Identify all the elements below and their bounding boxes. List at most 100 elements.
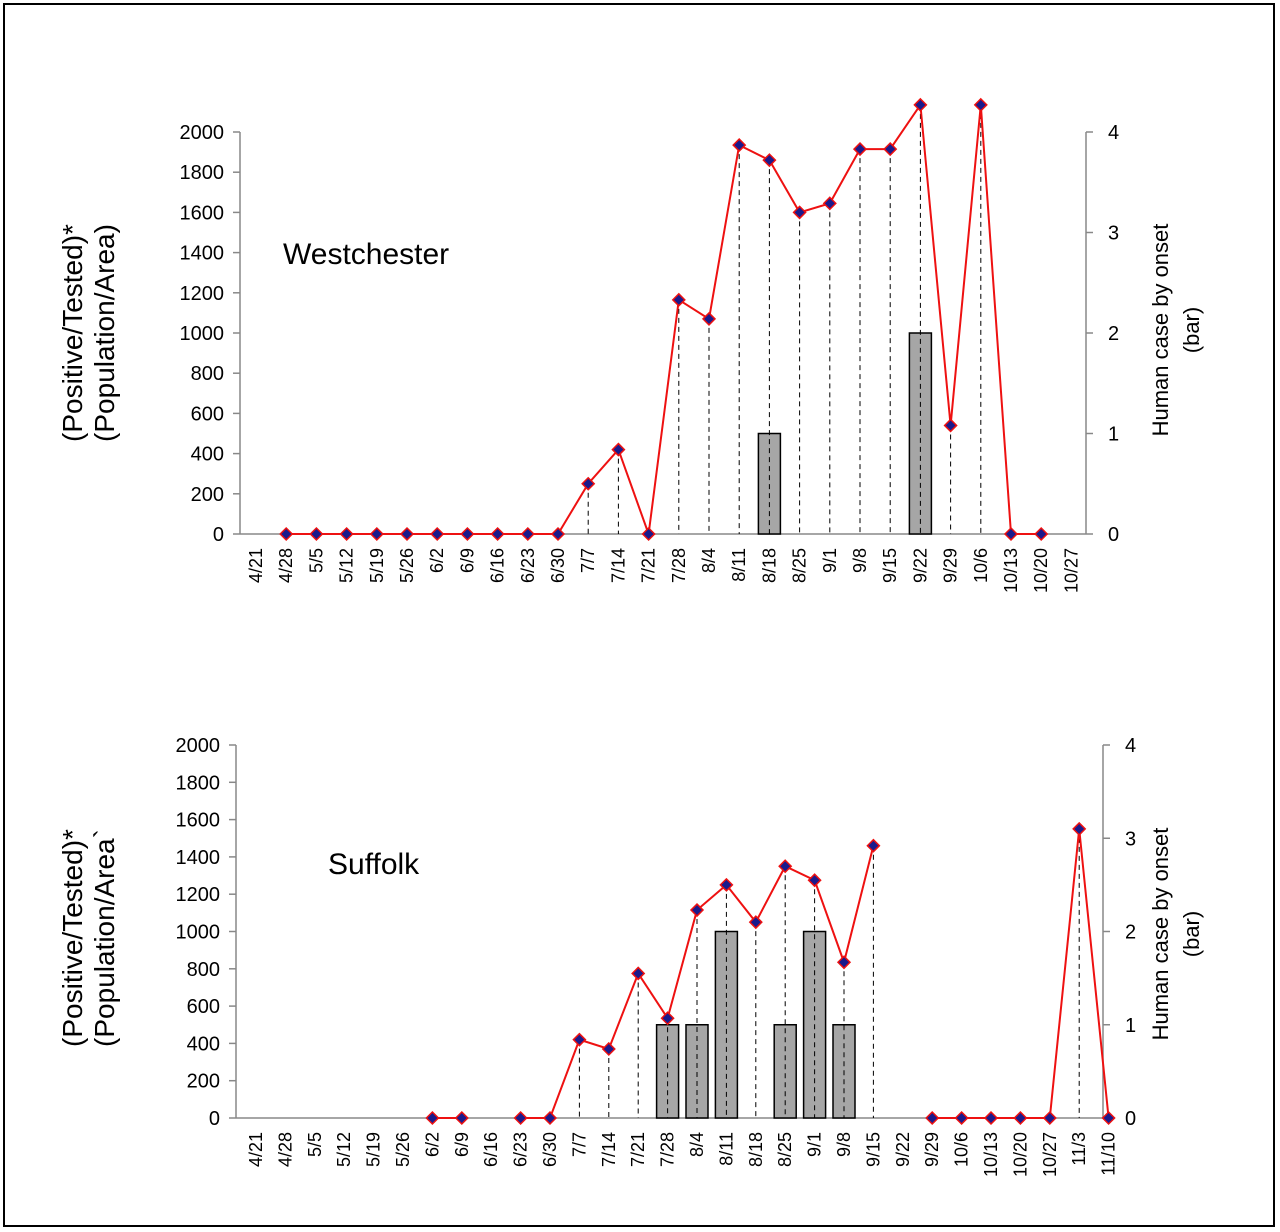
x-tick-label: 8/4 bbox=[687, 1132, 707, 1157]
x-tick-label: 5/5 bbox=[306, 548, 326, 573]
data-point bbox=[1034, 526, 1049, 542]
data-point bbox=[581, 476, 596, 491]
x-tick-label: 10/20 bbox=[1010, 1132, 1030, 1177]
x-tick-label: 9/8 bbox=[850, 548, 870, 573]
left-tick-label: 800 bbox=[187, 959, 220, 981]
data-point bbox=[689, 902, 705, 918]
x-tick-label: 9/1 bbox=[820, 548, 840, 573]
left-tick-label: 600 bbox=[191, 403, 224, 425]
x-tick-label: 6/30 bbox=[548, 548, 568, 583]
data-point bbox=[513, 1110, 528, 1126]
x-tick-label: 9/15 bbox=[880, 548, 900, 583]
data-point bbox=[1013, 1110, 1028, 1126]
x-tick-label: 4/21 bbox=[246, 548, 266, 583]
data-point bbox=[943, 418, 958, 433]
data-point bbox=[601, 1041, 616, 1057]
x-tick-label: 7/7 bbox=[569, 1132, 589, 1157]
x-tick-label: 7/14 bbox=[608, 548, 628, 583]
x-tick-label: 5/12 bbox=[337, 548, 357, 583]
data-point bbox=[1101, 1110, 1116, 1126]
left-tick-label: 200 bbox=[187, 1071, 220, 1093]
x-tick-label: 5/5 bbox=[305, 1132, 325, 1157]
x-tick-label: 5/26 bbox=[397, 548, 417, 583]
x-tick-label: 10/6 bbox=[952, 1132, 972, 1167]
left-tick-label: 1400 bbox=[176, 847, 221, 869]
data-point bbox=[719, 877, 734, 892]
data-point bbox=[883, 142, 898, 157]
county-label: Suffolk bbox=[328, 848, 420, 881]
right-axis-title: Human case by onset bbox=[1148, 224, 1173, 437]
data-point bbox=[852, 142, 868, 157]
left-tick-label: 200 bbox=[191, 484, 224, 506]
x-tick-label: 10/13 bbox=[981, 1132, 1001, 1177]
x-tick-label: 8/25 bbox=[790, 548, 810, 583]
left-tick-label: 400 bbox=[187, 1033, 220, 1055]
left-tick-label: 1200 bbox=[180, 283, 225, 305]
x-tick-label: 6/2 bbox=[427, 548, 447, 573]
bar bbox=[773, 1024, 797, 1119]
x-tick-label: 7/21 bbox=[628, 1132, 648, 1167]
data-point bbox=[369, 526, 384, 542]
x-tick-label: 11/10 bbox=[1099, 1132, 1119, 1176]
x-tick-label: 7/21 bbox=[639, 548, 659, 583]
right-tick-label: 3 bbox=[1108, 223, 1119, 245]
data-point bbox=[631, 966, 646, 981]
data-point bbox=[542, 1110, 558, 1126]
right-tick-label: 2 bbox=[1125, 922, 1136, 944]
data-point bbox=[460, 526, 475, 542]
x-tick-label: 6/23 bbox=[518, 548, 538, 583]
right-tick-label: 0 bbox=[1125, 1108, 1136, 1130]
x-tick-label: 9/22 bbox=[893, 1132, 913, 1167]
x-tick-label: 8/11 bbox=[716, 1132, 736, 1166]
data-point bbox=[822, 196, 837, 211]
right-tick-label: 0 bbox=[1108, 524, 1119, 546]
left-axis-title: (Positive/Tested)* bbox=[57, 224, 88, 442]
x-tick-label: 6/9 bbox=[457, 548, 477, 573]
left-tick-label: 2000 bbox=[180, 122, 225, 144]
x-tick-label: 10/6 bbox=[971, 548, 991, 583]
data-point bbox=[1003, 526, 1019, 542]
x-tick-label: 11/3 bbox=[1069, 1132, 1089, 1166]
x-tick-label: 10/13 bbox=[1001, 548, 1021, 593]
data-point bbox=[1042, 1110, 1057, 1126]
data-point bbox=[701, 311, 717, 326]
left-tick-label: 1000 bbox=[180, 323, 225, 345]
x-tick-label: 6/16 bbox=[488, 548, 508, 583]
right-axis-title: Human case by onset bbox=[1148, 828, 1173, 1041]
right-tick-label: 2 bbox=[1108, 323, 1119, 345]
data-point bbox=[309, 526, 324, 542]
x-tick-label: 7/28 bbox=[658, 1132, 678, 1167]
x-tick-label: 9/8 bbox=[834, 1132, 854, 1157]
data-point bbox=[792, 205, 807, 220]
x-tick-label: 8/18 bbox=[746, 1132, 766, 1167]
x-tick-label: 5/12 bbox=[334, 1132, 354, 1167]
right-tick-label: 1 bbox=[1108, 424, 1119, 446]
data-point bbox=[611, 442, 626, 457]
figure-frame bbox=[3, 3, 1275, 1227]
left-tick-label: 2000 bbox=[176, 735, 221, 757]
chart-1: 0 200 400 600 800 1000 1200 1400 1600 1800 2000 0 1 2… bbox=[57, 735, 1204, 1177]
data-point bbox=[748, 915, 763, 930]
x-tick-label: 6/16 bbox=[481, 1132, 501, 1167]
x-tick-label: 9/22 bbox=[910, 548, 930, 583]
x-tick-label: 10/20 bbox=[1031, 548, 1051, 593]
left-tick-label: 1400 bbox=[180, 243, 225, 265]
left-tick-label: 400 bbox=[191, 444, 224, 466]
data-point bbox=[866, 838, 881, 853]
right-axis-title: (bar) bbox=[1179, 307, 1204, 353]
data-point bbox=[430, 526, 445, 542]
data-point bbox=[660, 1011, 675, 1026]
data-point bbox=[925, 1110, 940, 1126]
data-point bbox=[778, 859, 793, 874]
right-tick-label: 4 bbox=[1125, 735, 1136, 757]
right-axis-title: (bar) bbox=[1179, 911, 1204, 957]
left-tick-label: 1800 bbox=[180, 162, 225, 184]
x-tick-label: 6/9 bbox=[452, 1132, 472, 1157]
data-point bbox=[983, 1110, 999, 1126]
left-tick-label: 0 bbox=[213, 524, 224, 546]
x-tick-label: 7/14 bbox=[599, 1132, 619, 1167]
x-tick-label: 10/27 bbox=[1061, 548, 1081, 593]
right-tick-label: 4 bbox=[1108, 122, 1119, 144]
data-point bbox=[279, 526, 294, 542]
